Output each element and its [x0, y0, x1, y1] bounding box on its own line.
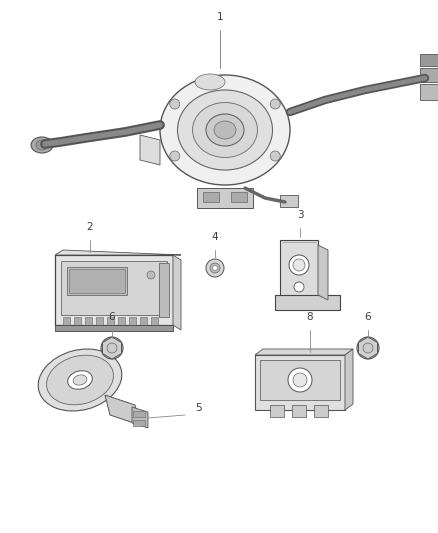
- Circle shape: [101, 337, 123, 359]
- Circle shape: [210, 263, 220, 273]
- Bar: [420, 68, 438, 82]
- Text: 8: 8: [307, 312, 313, 322]
- Circle shape: [293, 259, 305, 271]
- Circle shape: [288, 368, 312, 392]
- Circle shape: [294, 282, 304, 292]
- Bar: [140, 317, 147, 327]
- Ellipse shape: [195, 74, 225, 90]
- Bar: [197, 188, 253, 208]
- Bar: [159, 263, 169, 317]
- Ellipse shape: [46, 355, 113, 405]
- Circle shape: [212, 265, 218, 271]
- Polygon shape: [55, 250, 181, 255]
- Polygon shape: [345, 349, 353, 410]
- Bar: [270, 405, 284, 417]
- Polygon shape: [280, 240, 318, 305]
- Circle shape: [105, 341, 119, 355]
- Text: 5: 5: [195, 403, 201, 413]
- Ellipse shape: [38, 349, 122, 411]
- Polygon shape: [132, 407, 148, 428]
- Bar: [118, 317, 125, 327]
- Bar: [74, 317, 81, 327]
- Polygon shape: [102, 337, 121, 359]
- Bar: [129, 317, 136, 327]
- Bar: [133, 411, 145, 417]
- Circle shape: [357, 337, 379, 359]
- Circle shape: [107, 343, 117, 353]
- Ellipse shape: [206, 114, 244, 146]
- Text: 6: 6: [365, 312, 371, 322]
- Ellipse shape: [68, 371, 92, 389]
- Bar: [107, 317, 114, 327]
- Bar: [420, 84, 438, 100]
- Circle shape: [270, 99, 280, 109]
- Polygon shape: [358, 337, 378, 359]
- Polygon shape: [318, 245, 328, 300]
- Text: 2: 2: [87, 222, 93, 232]
- Circle shape: [270, 151, 280, 161]
- Text: 3: 3: [297, 210, 303, 220]
- Bar: [151, 317, 158, 327]
- Polygon shape: [140, 135, 160, 165]
- Bar: [203, 192, 219, 202]
- Circle shape: [363, 343, 373, 353]
- Circle shape: [206, 259, 224, 277]
- Text: 4: 4: [212, 232, 218, 242]
- Bar: [69, 269, 125, 293]
- Ellipse shape: [73, 375, 87, 385]
- Bar: [61, 261, 167, 315]
- Polygon shape: [255, 355, 345, 410]
- Ellipse shape: [160, 75, 290, 185]
- Circle shape: [170, 99, 180, 109]
- Polygon shape: [275, 295, 340, 310]
- Polygon shape: [260, 360, 340, 400]
- Ellipse shape: [192, 102, 258, 157]
- Bar: [67, 267, 127, 295]
- Ellipse shape: [177, 90, 272, 170]
- Circle shape: [289, 255, 309, 275]
- Bar: [55, 255, 173, 325]
- Bar: [314, 405, 328, 417]
- Bar: [280, 195, 298, 207]
- Bar: [231, 192, 247, 202]
- Bar: [96, 317, 103, 327]
- Bar: [420, 54, 438, 66]
- Ellipse shape: [36, 140, 48, 150]
- Text: 6: 6: [109, 312, 115, 322]
- Ellipse shape: [214, 121, 236, 139]
- Polygon shape: [105, 395, 140, 425]
- Text: 1: 1: [217, 12, 223, 22]
- Circle shape: [147, 271, 155, 279]
- Bar: [292, 405, 306, 417]
- Bar: [133, 420, 145, 426]
- Ellipse shape: [31, 137, 53, 153]
- Circle shape: [293, 373, 307, 387]
- Bar: [55, 325, 173, 331]
- Polygon shape: [173, 255, 181, 330]
- Circle shape: [170, 151, 180, 161]
- Bar: [85, 317, 92, 327]
- Circle shape: [109, 345, 115, 351]
- Polygon shape: [255, 349, 353, 355]
- Bar: [63, 317, 70, 327]
